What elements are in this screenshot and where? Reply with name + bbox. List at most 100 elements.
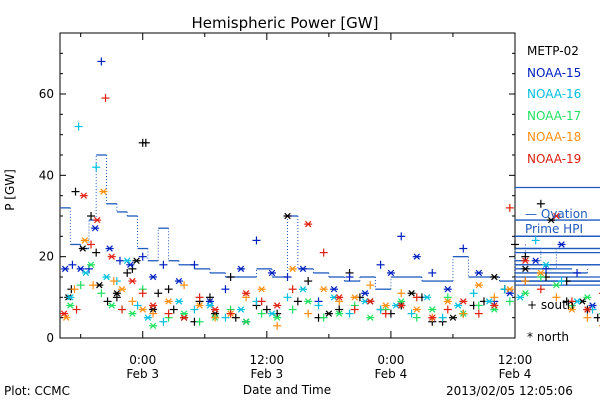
point-noaa-17: [304, 298, 313, 305]
star-arm: [367, 298, 374, 305]
star-arm: [268, 269, 276, 277]
point-noaa-18: [536, 269, 545, 277]
star-arm: [320, 285, 327, 293]
point-noaa-18: [350, 294, 359, 301]
point-noaa-18: [381, 302, 390, 309]
point-noaa-19: [93, 216, 102, 224]
star-arm: [273, 314, 281, 321]
point-south-metp-02: [141, 138, 150, 147]
point-noaa-19: [474, 309, 483, 318]
point-noaa-19: [118, 305, 127, 314]
point-noaa-17: [97, 289, 106, 298]
star-arm: [558, 241, 565, 248]
x-tick-label-time: 12:00: [250, 353, 285, 367]
point-noaa-18: [80, 237, 89, 244]
star-arm: [429, 314, 436, 321]
star-arm: [413, 306, 420, 313]
point-noaa-15: [61, 265, 70, 273]
point-noaa-19: [459, 298, 468, 305]
point-noaa-15: [91, 224, 100, 232]
star-arm: [584, 294, 591, 301]
x-axis-label: Date and Time: [243, 383, 331, 397]
point-metp-02: [448, 314, 457, 321]
point-noaa-16: [557, 277, 566, 286]
point-noaa-16: [66, 294, 75, 301]
point-noaa-15: [138, 252, 147, 261]
point-noaa-18: [149, 309, 158, 318]
point-noaa-16: [516, 294, 525, 301]
legend-item-noaa-15: NOAA-15: [527, 65, 582, 80]
star-arm: [211, 306, 219, 313]
point-south-metp-02: [154, 289, 163, 298]
point-noaa-16: [133, 301, 142, 310]
point-metp-02: [304, 277, 313, 286]
point-noaa-19: [107, 253, 116, 260]
star-arm: [516, 294, 524, 301]
point-noaa-19: [335, 294, 344, 301]
star-arm: [165, 298, 172, 305]
star-arm: [491, 273, 498, 281]
point-metp-02: [87, 212, 96, 220]
point-noaa-18: [138, 306, 147, 313]
point-noaa-15: [531, 257, 540, 264]
legend-item-noaa-18: NOAA-18: [527, 130, 582, 144]
point-noaa-16: [454, 302, 463, 309]
point-noaa-17: [536, 273, 545, 281]
point-metp-02: [593, 313, 600, 322]
point-noaa-18: [257, 285, 266, 293]
legend-item-noaa-19: NOAA-19: [527, 151, 582, 166]
point-noaa-16: [102, 273, 111, 281]
point-noaa-19: [273, 302, 282, 309]
point-noaa-15: [97, 57, 106, 66]
point-noaa-19: [350, 305, 359, 314]
point-noaa-16: [485, 298, 494, 305]
star-arm: [330, 285, 338, 293]
point-noaa-18: [70, 285, 79, 294]
point-noaa-17: [521, 290, 530, 297]
point-noaa-15: [221, 285, 230, 294]
star-arm: [81, 237, 89, 244]
point-noaa-19: [428, 314, 437, 321]
point-metp-02: [123, 268, 132, 277]
star-arm: [284, 212, 291, 220]
star-arm: [242, 290, 250, 297]
point-noaa-18: [583, 313, 592, 322]
star-arm: [522, 290, 529, 297]
point-noaa-16: [299, 285, 308, 293]
star-arm: [206, 302, 214, 309]
star-arm: [79, 245, 86, 252]
x-tick-label-time: 0:00: [377, 353, 404, 367]
point-noaa-17: [335, 310, 344, 317]
point-noaa-19: [195, 293, 204, 302]
point-noaa-15: [76, 265, 85, 273]
star-arm: [387, 269, 395, 277]
point-noaa-15: [345, 273, 354, 281]
point-noaa-17: [428, 306, 437, 313]
point-noaa-15: [443, 285, 452, 293]
point-metp-02: [71, 187, 80, 196]
star-arm: [325, 310, 333, 317]
point-noaa-16: [159, 317, 168, 326]
point-noaa-18: [366, 281, 375, 290]
point-noaa-17: [128, 310, 137, 317]
point-noaa-18: [62, 314, 71, 321]
point-south-metp-02: [92, 248, 101, 257]
plot-frame: [59, 32, 516, 339]
star-arm: [77, 265, 84, 273]
point-noaa-15: [159, 260, 168, 269]
point-south-metp-02: [169, 305, 178, 314]
point-metp-02: [490, 273, 499, 281]
star-arm: [408, 290, 415, 297]
star-arm: [149, 273, 157, 281]
star-arm: [273, 302, 281, 309]
point-noaa-15: [236, 265, 245, 273]
point-noaa-17: [76, 281, 85, 290]
star-arm: [127, 261, 134, 269]
star-arm: [361, 290, 369, 297]
ovation-layer: [60, 154, 600, 290]
star-arm: [382, 302, 389, 309]
point-noaa-19: [288, 285, 297, 294]
point-noaa-16: [123, 257, 132, 264]
point-noaa-18: [474, 281, 483, 289]
